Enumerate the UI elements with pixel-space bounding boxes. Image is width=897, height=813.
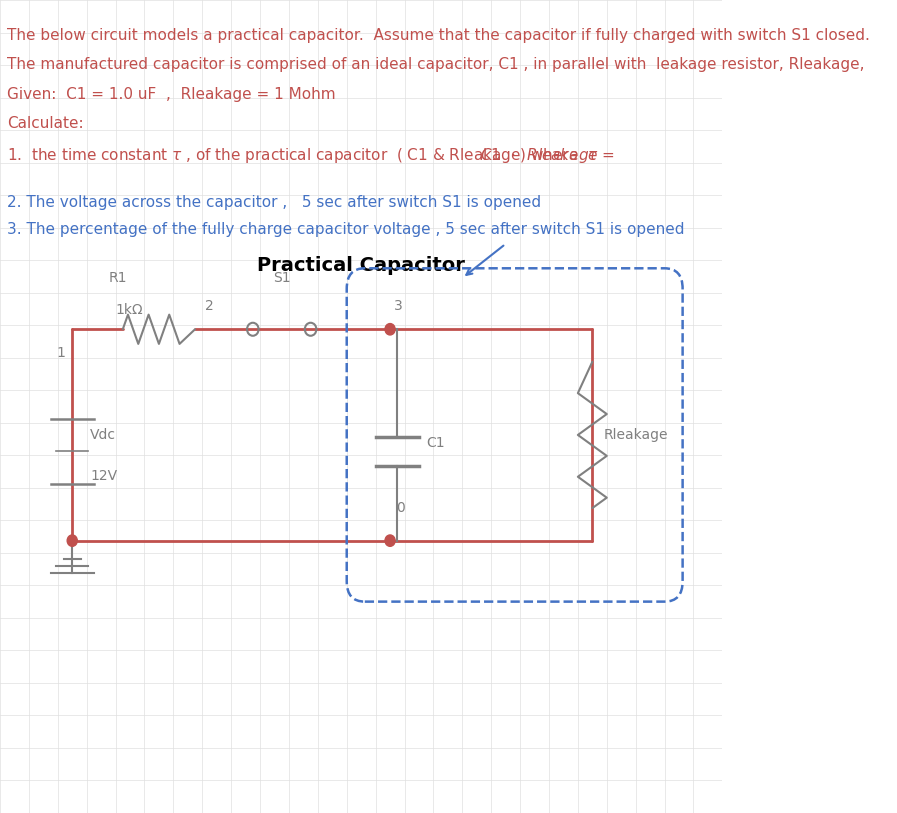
- Circle shape: [385, 324, 395, 335]
- Text: Given:  C1 = 1.0 uF  ,  Rleakage = 1 Mohm: Given: C1 = 1.0 uF , Rleakage = 1 Mohm: [7, 87, 335, 102]
- Text: Practical Capacitor: Practical Capacitor: [257, 256, 466, 275]
- Text: $C1$  $\cdot$  $Rleakage$: $C1$ $\cdot$ $Rleakage$: [481, 146, 599, 165]
- Text: 12V: 12V: [91, 468, 118, 483]
- Text: 3: 3: [394, 299, 403, 313]
- Circle shape: [67, 535, 77, 546]
- Text: Rleakage: Rleakage: [603, 428, 667, 442]
- Text: S1: S1: [273, 271, 291, 285]
- Text: 0: 0: [396, 501, 405, 515]
- Text: 3. The percentage of the fully charge capacitor voltage , 5 sec after switch S1 : 3. The percentage of the fully charge ca…: [7, 222, 684, 237]
- Text: The below circuit models a practical capacitor.  Assume that the capacitor if fu: The below circuit models a practical cap…: [7, 28, 870, 43]
- Text: Vdc: Vdc: [91, 428, 117, 442]
- Text: The manufactured capacitor is comprised of an ideal capacitor, C1 , in parallel : The manufactured capacitor is comprised …: [7, 57, 865, 72]
- Text: 1: 1: [57, 346, 65, 359]
- Circle shape: [385, 535, 395, 546]
- Text: Calculate:: Calculate:: [7, 116, 83, 131]
- Text: 2. The voltage across the capacitor ,   5 sec after switch S1 is opened: 2. The voltage across the capacitor , 5 …: [7, 195, 542, 210]
- Text: C1: C1: [426, 436, 445, 450]
- Text: 1kΩ: 1kΩ: [116, 303, 144, 317]
- Text: 2: 2: [205, 299, 213, 313]
- Text: R1: R1: [109, 271, 126, 285]
- Text: 1.  the time constant $\tau$ , of the practical capacitor  ( C1 & Rleakage) wher: 1. the time constant $\tau$ , of the pra…: [7, 146, 616, 165]
